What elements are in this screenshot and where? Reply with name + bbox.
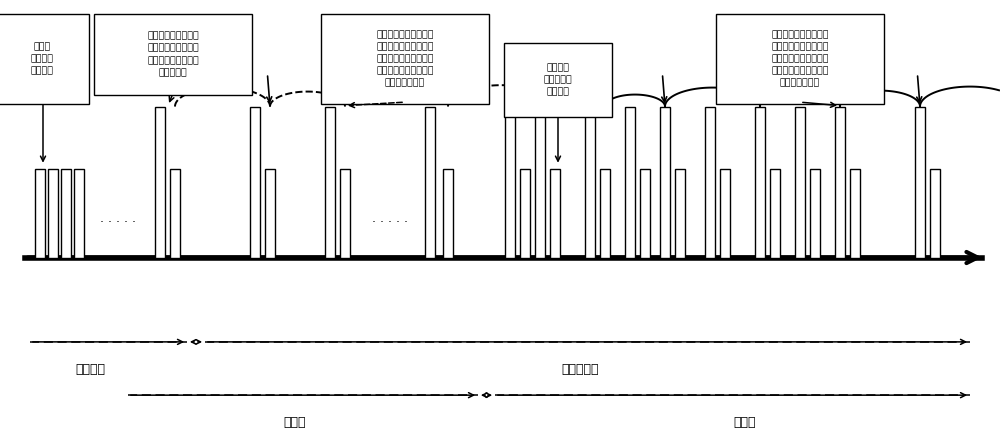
Bar	[550, 169, 560, 258]
FancyBboxPatch shape	[321, 14, 489, 104]
Bar	[795, 107, 805, 258]
Bar	[35, 169, 45, 258]
Bar	[705, 107, 715, 258]
Bar	[675, 169, 685, 258]
FancyBboxPatch shape	[94, 14, 252, 95]
Text: 标准模
式，连续
收发数据: 标准模 式，连续 收发数据	[31, 42, 54, 75]
Bar	[930, 169, 940, 258]
Text: 稳定态: 稳定态	[734, 416, 756, 429]
Bar	[250, 107, 260, 258]
Text: · · · · ·: · · · · ·	[100, 215, 136, 229]
Bar	[155, 107, 165, 258]
Bar	[770, 169, 780, 258]
Text: 终端设备控制第一晶振
时钟源和第二晶振时钟
源每间隔过渡态校准周
期，发生一次持续设定
时长的时钟校准: 终端设备控制第一晶振 时钟源和第二晶振时钟 源每间隔过渡态校准周 期，发生一次持…	[376, 30, 434, 87]
Text: 低功耗模
式，不连续
收发数据: 低功耗模 式，不连续 收发数据	[544, 63, 572, 97]
Bar	[325, 107, 335, 258]
Bar	[850, 169, 860, 258]
Bar	[535, 107, 545, 258]
Bar	[915, 107, 925, 258]
FancyBboxPatch shape	[504, 43, 612, 117]
Text: 终端设备控制第一晶振
时钟源和第二晶振时钟
源每间隔稳定态校准周
期，发生一次持续设定
时长的时钟校准: 终端设备控制第一晶振 时钟源和第二晶振时钟 源每间隔稳定态校准周 期，发生一次持…	[771, 30, 829, 87]
Bar	[625, 107, 635, 258]
Bar	[660, 107, 670, 258]
Bar	[520, 169, 530, 258]
FancyBboxPatch shape	[0, 14, 89, 104]
Bar	[340, 169, 350, 258]
Bar	[600, 169, 610, 258]
Bar	[265, 169, 275, 258]
Text: 过渡态: 过渡态	[284, 416, 306, 429]
Text: · · · · ·: · · · · ·	[372, 215, 408, 229]
Bar	[810, 169, 820, 258]
Bar	[755, 107, 765, 258]
Bar	[585, 107, 595, 258]
Bar	[505, 107, 515, 258]
Bar	[640, 169, 650, 258]
Bar	[61, 169, 71, 258]
Bar	[48, 169, 58, 258]
Bar	[425, 107, 435, 258]
Text: 低功耗模式: 低功耗模式	[561, 363, 599, 376]
Text: 控制第一晶振时钟源
和第二晶振时钟源发
生一次持续设定时长
的时钟校准: 控制第一晶振时钟源 和第二晶振时钟源发 生一次持续设定时长 的时钟校准	[147, 32, 199, 77]
FancyBboxPatch shape	[716, 14, 884, 104]
Text: 标准模式: 标准模式	[75, 363, 105, 376]
Bar	[835, 107, 845, 258]
Bar	[170, 169, 180, 258]
Bar	[443, 169, 453, 258]
Bar	[720, 169, 730, 258]
Bar	[74, 169, 84, 258]
